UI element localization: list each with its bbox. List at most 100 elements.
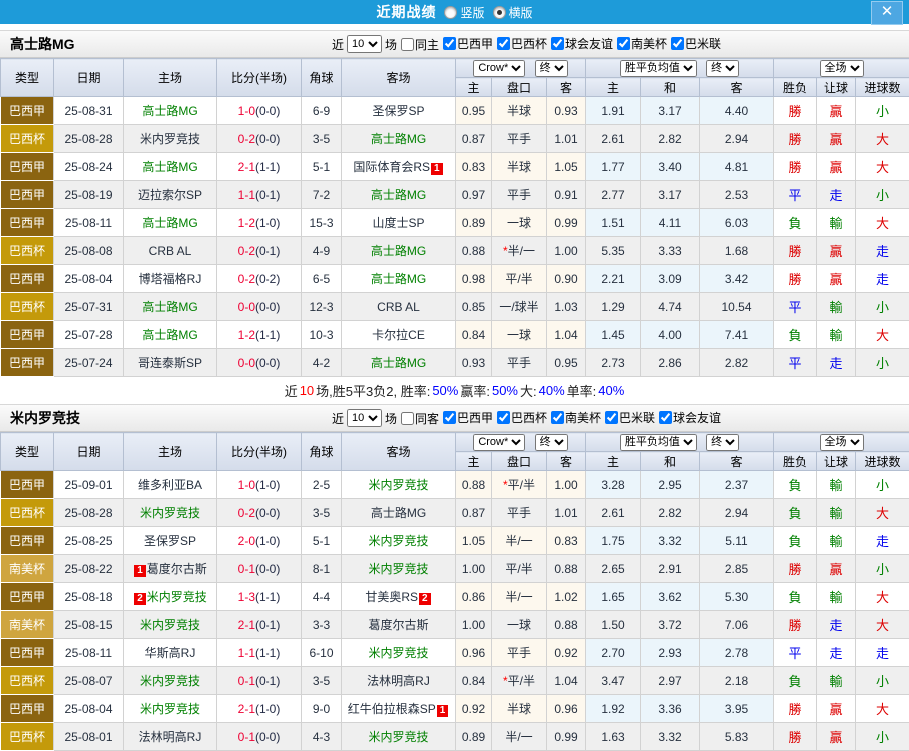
close-icon[interactable]: ✕ [871,1,903,25]
same-venue-checkbox[interactable]: 同客 [401,410,439,427]
wdl-avg-select[interactable]: 胜平负均值 [620,60,697,77]
team-link[interactable]: 米内罗竞技 [140,674,200,688]
league-filter-checkbox[interactable]: 巴米联 [605,409,655,426]
team-link[interactable]: 葛度尔古斯 [368,618,428,632]
league-checkbox-input[interactable] [443,37,456,50]
league-filter-group: 巴西甲巴西杯球会友谊南美杯巴米联 [439,35,721,53]
result-cell: 勝 [774,611,817,639]
euro-odds-group: 胜平负均值 终 [586,433,774,452]
ah-final-select[interactable]: 终 [535,60,568,77]
team-link[interactable]: 高士路MG [142,104,197,118]
league-filter-checkbox[interactable]: 巴米联 [671,35,721,52]
league-filter-checkbox[interactable]: 球会友谊 [659,409,721,426]
horizontal-layout-radio[interactable] [493,6,506,19]
league-cell: 南美杯 [1,555,54,583]
team-link[interactable]: 圣保罗SP [144,534,196,548]
eu-away-odds: 2.53 [700,181,774,209]
team-link[interactable]: 高士路MG [371,272,426,286]
scope-select[interactable]: 全场 [820,60,864,77]
league-filter-checkbox[interactable]: 巴西甲 [443,409,493,426]
team-link[interactable]: 法林明高RJ [139,730,202,744]
team-link[interactable]: CRB AL [377,300,420,314]
same-venue-checkbox-input[interactable] [401,38,414,51]
same-venue-checkbox-input[interactable] [401,412,414,425]
team-link[interactable]: 米内罗竞技 [368,478,428,492]
league-checkbox-input[interactable] [659,411,672,424]
league-filter-checkbox[interactable]: 南美杯 [617,35,667,52]
home-team-cell: 圣保罗SP [124,527,217,555]
team-link[interactable]: 高士路MG [371,244,426,258]
result-cell: 負 [774,499,817,527]
team-link[interactable]: 米内罗竞技 [368,646,428,660]
team-link[interactable]: 迈拉索尔SP [138,188,202,202]
team-link[interactable]: 米内罗竞技 [368,562,428,576]
team-link[interactable]: 米内罗竞技 [140,618,200,632]
eu-final-select[interactable]: 终 [706,434,739,451]
team-link[interactable]: 博塔福格RJ [139,272,202,286]
team-link[interactable]: 高士路MG [142,160,197,174]
ah-away-odds: 0.88 [547,555,586,583]
wdl-avg-select[interactable]: 胜平负均值 [620,434,697,451]
team-link[interactable]: 华斯高RJ [145,646,196,660]
team-link[interactable]: CRB AL [149,244,192,258]
team-link[interactable]: 法林明高RJ [367,674,430,688]
league-checkbox-input[interactable] [605,411,618,424]
team-link[interactable]: 米内罗竞技 [368,730,428,744]
team-link[interactable]: 高士路MG [142,216,197,230]
league-checkbox-input[interactable] [551,411,564,424]
team-link[interactable]: 高士路MG [142,300,197,314]
team-link[interactable]: 高士路MG [371,188,426,202]
team-link[interactable]: 葛度尔古斯 [147,562,207,576]
team-link[interactable]: 圣保罗SP [372,104,424,118]
odds-source-select[interactable]: Crow* [473,434,525,451]
team-link[interactable]: 卡尔拉CE [372,328,425,342]
league-checkbox-input[interactable] [551,37,564,50]
team-link[interactable]: 高士路MG [371,506,426,520]
vertical-layout-radio[interactable] [444,6,457,19]
date-cell: 25-08-07 [54,667,124,695]
league-filter-checkbox[interactable]: 巴西杯 [497,409,547,426]
league-checkbox-input[interactable] [617,37,630,50]
league-checkbox-input[interactable] [497,37,510,50]
team-link[interactable]: 高士路MG [142,328,197,342]
eu-final-select[interactable]: 终 [706,60,739,77]
matches-table: 类型 日期 主场 比分(半场) 角球 客场 Crow* 终 胜平负均值 终 全场 [0,432,909,751]
away-team-cell: 高士路MG [342,125,456,153]
team-link[interactable]: 高士路MG [371,132,426,146]
league-checkbox-input[interactable] [497,411,510,424]
team-link[interactable]: 米内罗竞技 [140,506,200,520]
league-filter-checkbox[interactable]: 南美杯 [551,409,601,426]
odds-source-select[interactable]: Crow* [473,60,525,77]
away-team-cell: 米内罗竞技 [342,723,456,751]
ah-final-select[interactable]: 终 [535,434,568,451]
date-cell: 25-08-11 [54,639,124,667]
team-link[interactable]: 山度士SP [372,216,424,230]
team-link[interactable]: 米内罗竞技 [140,132,200,146]
team-link[interactable]: 维多利亚BA [138,478,202,492]
team-link[interactable]: 米内罗竞技 [147,590,207,604]
team-link[interactable]: 哥连泰斯SP [138,356,202,370]
team-link[interactable]: 米内罗竞技 [140,702,200,716]
score-cell: 2-1(1-1) [217,153,302,181]
team-link[interactable]: 红牛伯拉根森SP [348,702,436,716]
scope-select[interactable]: 全场 [820,434,864,451]
same-venue-checkbox[interactable]: 同主 [401,36,439,53]
ah-home-odds: 0.88 [456,237,492,265]
ah-home-odds: 0.93 [456,349,492,377]
date-cell: 25-08-25 [54,527,124,555]
team-link[interactable]: 高士路MG [371,356,426,370]
home-team-cell: 迈拉索尔SP [124,181,217,209]
league-filter-checkbox[interactable]: 巴西甲 [443,35,493,52]
league-filter-checkbox[interactable]: 巴西杯 [497,35,547,52]
league-filter-checkbox[interactable]: 球会友谊 [551,35,613,52]
games-count-select[interactable]: 10 [347,409,382,427]
ah-line: 半球 [492,153,547,181]
league-checkbox-input[interactable] [443,411,456,424]
team-link[interactable]: 甘美奥RS [365,590,418,604]
team-link[interactable]: 国际体育会RS [353,160,430,174]
games-count-select[interactable]: 10 [347,35,382,53]
team-link[interactable]: 米内罗竞技 [368,534,428,548]
league-checkbox-input[interactable] [671,37,684,50]
